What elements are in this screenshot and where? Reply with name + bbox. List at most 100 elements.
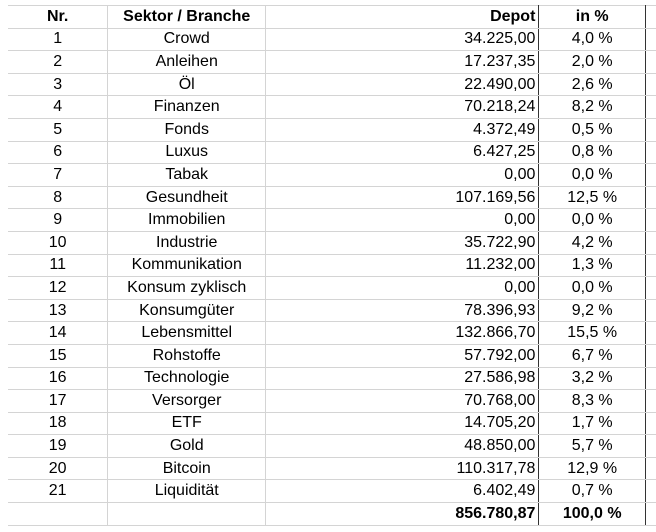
- cell[interactable]: 8,2 %: [538, 95, 646, 119]
- cell[interactable]: [645, 276, 656, 300]
- cell[interactable]: [645, 502, 656, 526]
- cell[interactable]: [645, 321, 656, 345]
- cell[interactable]: [645, 298, 656, 323]
- cell[interactable]: 16: [8, 366, 109, 391]
- cell[interactable]: [645, 117, 656, 142]
- cell[interactable]: 0,00: [265, 163, 540, 187]
- cell[interactable]: 4,2 %: [538, 230, 646, 255]
- cell[interactable]: ETF: [107, 411, 267, 436]
- cell[interactable]: Lebensmittel: [107, 321, 267, 345]
- cell[interactable]: 6,7 %: [538, 343, 646, 368]
- cell[interactable]: [645, 366, 656, 391]
- cell[interactable]: 48.850,00: [265, 434, 540, 458]
- cell[interactable]: 4.372,49: [265, 117, 540, 142]
- cell[interactable]: Nr.: [8, 5, 109, 29]
- cell[interactable]: 11: [8, 253, 109, 278]
- cell[interactable]: Industrie: [107, 230, 267, 255]
- cell[interactable]: 6.427,25: [265, 140, 540, 165]
- cell[interactable]: [645, 434, 656, 458]
- cell[interactable]: 57.792,00: [265, 343, 540, 368]
- cell[interactable]: Fonds: [107, 117, 267, 142]
- cell[interactable]: Tabak: [107, 163, 267, 187]
- cell[interactable]: [645, 208, 656, 232]
- cell[interactable]: 1,3 %: [538, 253, 646, 278]
- cell[interactable]: [645, 50, 656, 74]
- cell[interactable]: 3: [8, 72, 109, 97]
- cell[interactable]: 70.218,24: [265, 95, 540, 119]
- cell[interactable]: 5: [8, 117, 109, 142]
- cell[interactable]: Luxus: [107, 140, 267, 165]
- cell[interactable]: [645, 411, 656, 436]
- cell[interactable]: Konsum zyklisch: [107, 276, 267, 300]
- cell[interactable]: Immobilien: [107, 208, 267, 232]
- cell[interactable]: 21: [8, 479, 109, 504]
- cell[interactable]: 5,7 %: [538, 434, 646, 458]
- cell[interactable]: 107.169,56: [265, 185, 540, 210]
- cell[interactable]: 0,00: [265, 208, 540, 232]
- cell[interactable]: [645, 95, 656, 119]
- cell[interactable]: Bitcoin: [107, 456, 267, 481]
- cell[interactable]: 15,5 %: [538, 321, 646, 345]
- cell[interactable]: 2,0 %: [538, 50, 646, 74]
- cell[interactable]: 110.317,78: [265, 456, 540, 481]
- cell[interactable]: 18: [8, 411, 109, 436]
- cell[interactable]: 14.705,20: [265, 411, 540, 436]
- cell[interactable]: 0,0 %: [538, 163, 646, 187]
- cell[interactable]: 4: [8, 95, 109, 119]
- cell[interactable]: 12,5 %: [538, 185, 646, 210]
- cell[interactable]: Sektor / Branche: [107, 5, 267, 29]
- cell[interactable]: 34.225,00: [265, 27, 540, 52]
- cell[interactable]: Rohstoffe: [107, 343, 267, 368]
- cell[interactable]: Anleihen: [107, 50, 267, 74]
- cell[interactable]: 6: [8, 140, 109, 165]
- cell[interactable]: [645, 163, 656, 187]
- cell[interactable]: 12: [8, 276, 109, 300]
- cell[interactable]: [645, 72, 656, 97]
- cell[interactable]: 7: [8, 163, 109, 187]
- cell[interactable]: 1,7 %: [538, 411, 646, 436]
- cell[interactable]: 14: [8, 321, 109, 345]
- cell[interactable]: Liquidität: [107, 479, 267, 504]
- cell[interactable]: Öl: [107, 72, 267, 97]
- cell[interactable]: Gold: [107, 434, 267, 458]
- cell[interactable]: [645, 389, 656, 413]
- cell[interactable]: 856.780,87: [265, 502, 540, 526]
- cell[interactable]: 132.866,70: [265, 321, 540, 345]
- cell[interactable]: 100,0 %: [538, 502, 646, 526]
- cell[interactable]: 1: [8, 27, 109, 52]
- cell[interactable]: 6.402,49: [265, 479, 540, 504]
- cell[interactable]: [8, 502, 109, 526]
- cell[interactable]: 78.396,93: [265, 298, 540, 323]
- cell[interactable]: in %: [538, 5, 646, 29]
- cell[interactable]: 12,9 %: [538, 456, 646, 481]
- cell[interactable]: 11.232,00: [265, 253, 540, 278]
- cell[interactable]: 9: [8, 208, 109, 232]
- cell[interactable]: 0,0 %: [538, 276, 646, 300]
- cell[interactable]: 17: [8, 389, 109, 413]
- cell[interactable]: 9,2 %: [538, 298, 646, 323]
- cell[interactable]: Crowd: [107, 27, 267, 52]
- cell[interactable]: Finanzen: [107, 95, 267, 119]
- cell[interactable]: 10: [8, 230, 109, 255]
- cell[interactable]: 19: [8, 434, 109, 458]
- cell[interactable]: [645, 185, 656, 210]
- cell[interactable]: [645, 456, 656, 481]
- cell[interactable]: Versorger: [107, 389, 267, 413]
- cell[interactable]: 4,0 %: [538, 27, 646, 52]
- cell[interactable]: Technologie: [107, 366, 267, 391]
- cell[interactable]: 0,7 %: [538, 479, 646, 504]
- cell[interactable]: 2,6 %: [538, 72, 646, 97]
- cell[interactable]: [645, 27, 656, 52]
- cell[interactable]: [645, 5, 656, 29]
- cell[interactable]: [645, 343, 656, 368]
- cell[interactable]: 0,00: [265, 276, 540, 300]
- cell[interactable]: 22.490,00: [265, 72, 540, 97]
- cell[interactable]: [107, 502, 267, 526]
- cell[interactable]: 8: [8, 185, 109, 210]
- cell[interactable]: 0,5 %: [538, 117, 646, 142]
- cell[interactable]: [645, 253, 656, 278]
- cell[interactable]: Konsumgüter: [107, 298, 267, 323]
- cell[interactable]: 0,0 %: [538, 208, 646, 232]
- cell[interactable]: Gesundheit: [107, 185, 267, 210]
- cell[interactable]: [645, 479, 656, 504]
